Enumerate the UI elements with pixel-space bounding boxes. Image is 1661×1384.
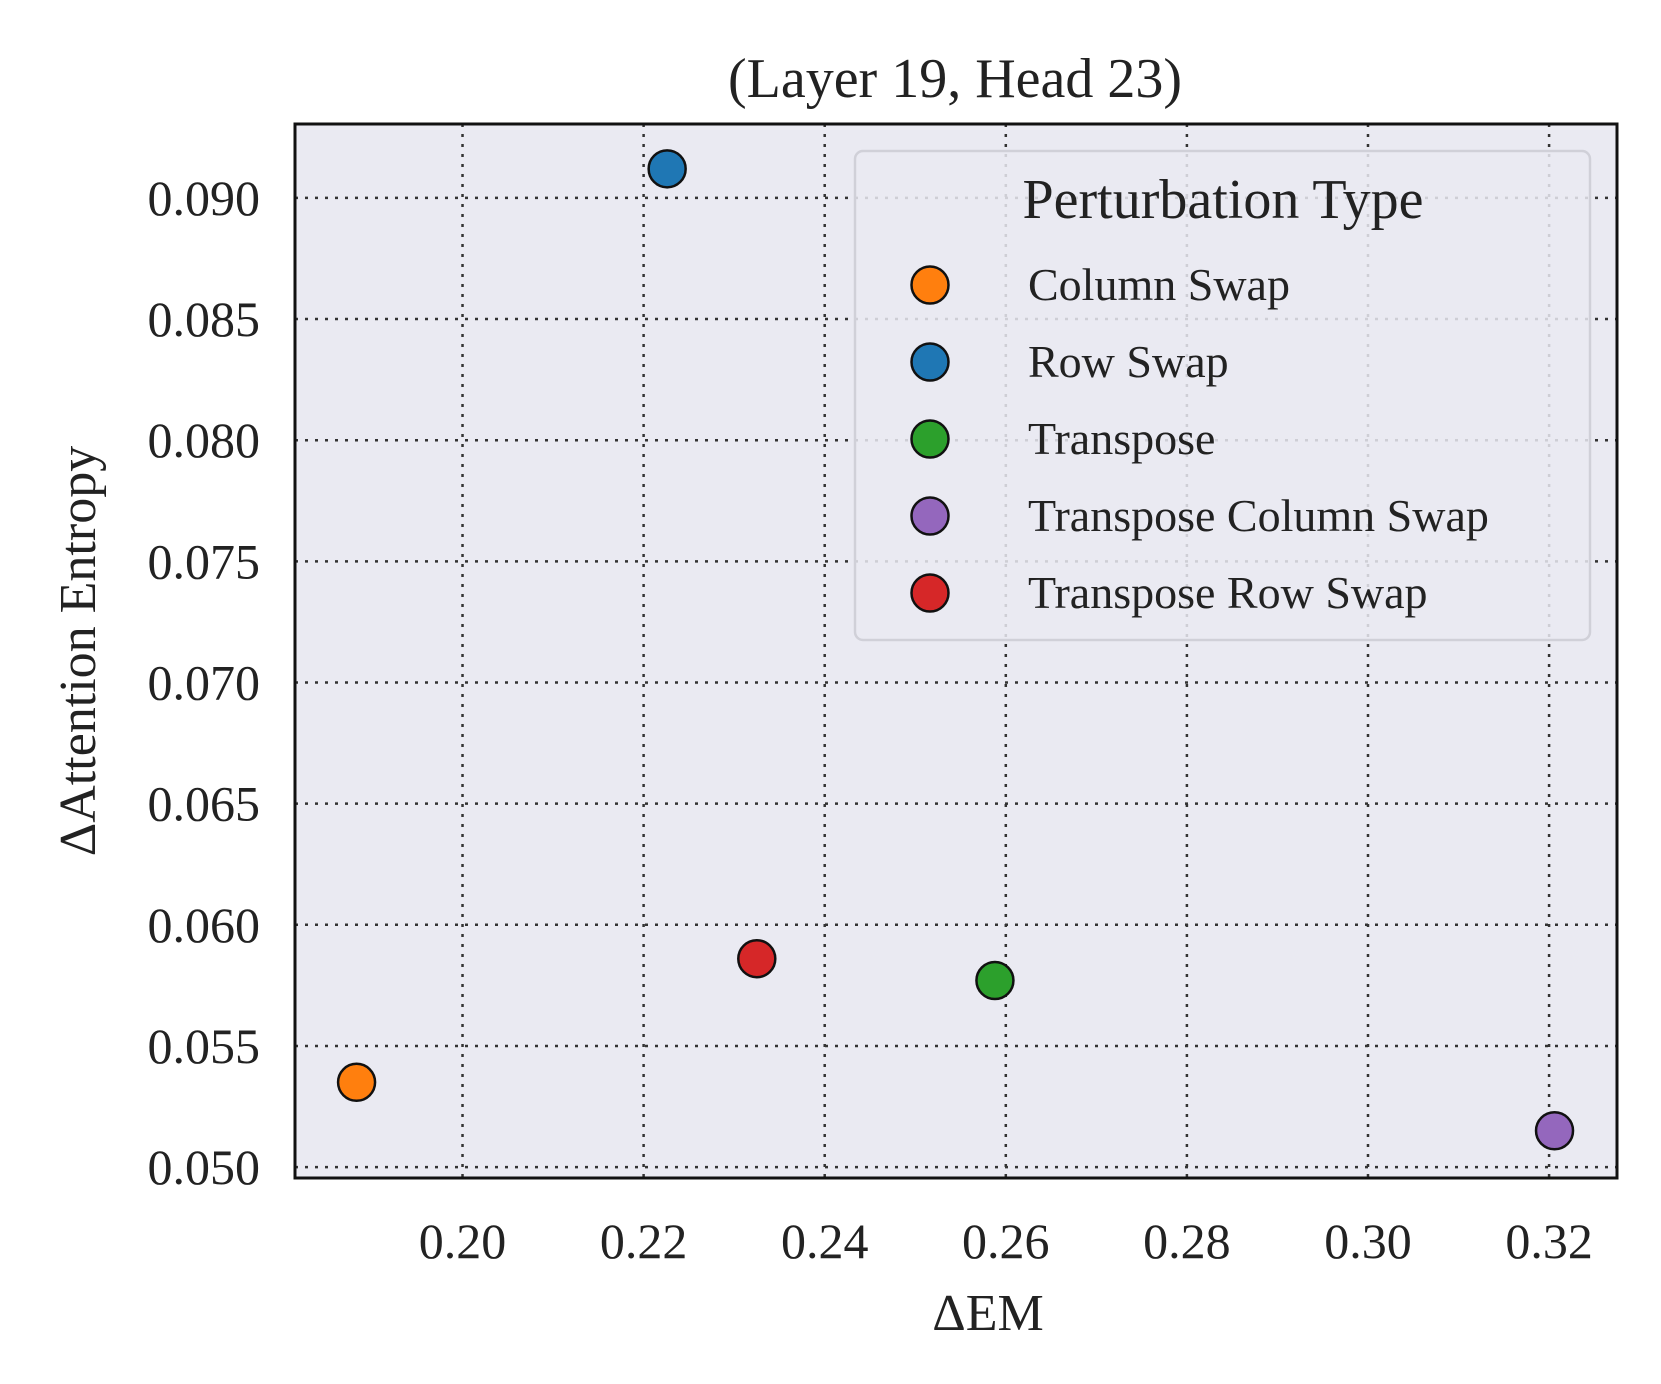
- y-tick-label: 0.085: [148, 291, 261, 347]
- legend-marker: [910, 419, 950, 459]
- y-tick-labels: 0.050 0.055 0.060 0.065 0.070 0.075 0.080 0.085…: [148, 170, 261, 1195]
- plot-frame: [293, 122, 1619, 1180]
- y-tick-label: 0.065: [148, 776, 261, 832]
- legend-label: Row Swap: [1028, 336, 1229, 387]
- data-points: [336, 149, 1575, 1151]
- x-tick-labels: 0.20 0.22 0.24 0.26 0.28 0.30 0.32: [419, 1213, 1593, 1269]
- x-tick-label: 0.32: [1505, 1213, 1593, 1269]
- y-tick-label: 0.055: [148, 1018, 261, 1074]
- x-tick-label: 0.24: [781, 1213, 869, 1269]
- legend-label: Transpose: [1028, 413, 1215, 464]
- y-tick-label: 0.050: [148, 1139, 261, 1195]
- legend-box: [853, 149, 1592, 642]
- x-tick-label: 0.26: [962, 1213, 1050, 1269]
- legend-items: Column Swap Row Swap Transpose Transpose Co…: [910, 259, 1489, 618]
- x-tick-label: 0.28: [1143, 1213, 1231, 1269]
- data-point: [737, 938, 777, 979]
- y-tick-label: 0.075: [148, 533, 261, 589]
- legend-marker: [910, 342, 950, 382]
- y-axis-label: ΔAttention Entropy: [50, 446, 107, 856]
- x-tick-label: 0.30: [1324, 1213, 1412, 1269]
- y-tick-label: 0.060: [148, 897, 261, 953]
- y-tick-label: 0.070: [148, 654, 261, 710]
- chart-title: (Layer 19, Head 23): [728, 48, 1182, 110]
- legend-label: Transpose Row Swap: [1028, 567, 1428, 618]
- data-point: [975, 960, 1015, 1001]
- y-tick-label: 0.080: [148, 412, 261, 468]
- x-axis-label: ΔEM: [932, 1285, 1043, 1342]
- legend-label: Transpose Column Swap: [1028, 490, 1489, 541]
- legend-marker: [910, 573, 950, 613]
- y-tick-label: 0.090: [148, 170, 261, 226]
- legend-label: Column Swap: [1028, 259, 1290, 310]
- data-point: [1534, 1111, 1575, 1151]
- legend-marker: [910, 496, 950, 536]
- data-point: [647, 149, 687, 189]
- x-tick-label: 0.22: [600, 1213, 688, 1269]
- legend: Perturbation Type Column Swap Row Swap Tra…: [853, 149, 1592, 642]
- legend-marker: [910, 265, 950, 305]
- legend-title: Perturbation Type: [1023, 169, 1424, 231]
- data-point: [336, 1062, 377, 1103]
- x-tick-label: 0.20: [419, 1213, 507, 1269]
